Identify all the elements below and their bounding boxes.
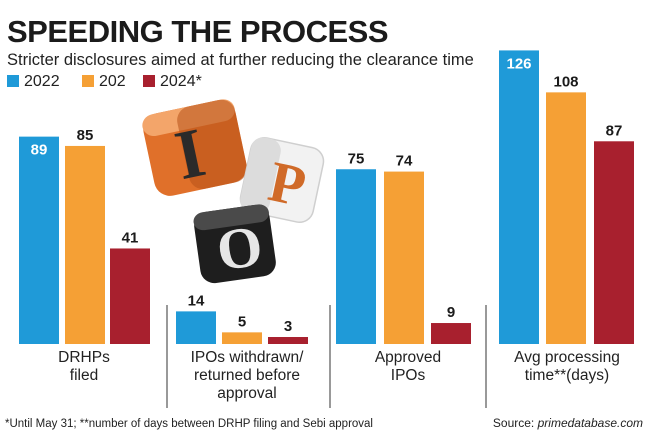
data-label-202-1: 5	[238, 313, 246, 330]
legend: 2022 202 2024*	[7, 73, 202, 90]
category-label-0: DRHPs filed	[58, 349, 110, 384]
legend-label-2024: 2024*	[160, 73, 202, 90]
data-label-2022-3: 126	[506, 55, 531, 72]
data-label-2022-1: 14	[188, 292, 205, 309]
legend-swatch-202	[82, 75, 94, 87]
data-label-202-3: 108	[553, 73, 578, 90]
bar-2024-0	[110, 248, 150, 344]
bar-202-3	[546, 92, 586, 344]
legend-swatch-2022	[7, 75, 19, 87]
data-label-2024-2: 9	[447, 304, 455, 321]
dice-letter-o: O	[213, 213, 267, 284]
legend-label-202: 202	[99, 73, 126, 90]
ipo-dice-illustration: I P O	[142, 99, 325, 284]
data-label-2022-2: 75	[348, 150, 365, 167]
chart-title: SPEEDING THE PROCESS	[7, 14, 388, 49]
bar-202-2	[384, 171, 424, 344]
category-labels: DRHPs filed IPOs withdrawn/returned before…	[58, 349, 620, 402]
bar-202-0	[65, 145, 105, 344]
bar-2022-2	[336, 169, 376, 344]
source-value: primedatabase.com	[537, 416, 643, 430]
chart-subtitle: Stricter disclosures aimed at further re…	[7, 51, 474, 69]
bar-2024-3	[594, 141, 634, 344]
footnote: *Until May 31; **number of days between …	[5, 418, 373, 430]
bar-202-1	[222, 332, 262, 344]
source: Source: primedatabase.com	[493, 416, 643, 430]
data-label-202-2: 74	[396, 153, 413, 170]
data-label-202-0: 85	[77, 127, 94, 144]
bar-2024-1	[268, 337, 308, 344]
category-label-3: Avg processing time**(days)	[514, 349, 620, 384]
data-label-2024-3: 87	[606, 122, 623, 139]
dividers	[166, 305, 487, 408]
source-label: Source:	[493, 416, 538, 430]
bar-2022-3	[499, 50, 539, 345]
data-label-2022-0: 89	[31, 142, 48, 159]
data-label-2024-1: 3	[284, 318, 292, 335]
bar-2022-1	[176, 311, 216, 344]
data-label-2024-0: 41	[122, 229, 139, 246]
bars: 89 14 75 126 85 5 74 108 41 3 9 87	[19, 50, 634, 345]
legend-swatch-2024	[143, 75, 155, 87]
category-label-2: Approved IPOs	[375, 349, 441, 384]
category-label-1: IPOs withdrawn/returned before approval	[191, 349, 305, 402]
bar-2022-0	[19, 136, 59, 344]
legend-label-2022: 2022	[24, 73, 60, 90]
bar-2024-2	[431, 323, 471, 344]
